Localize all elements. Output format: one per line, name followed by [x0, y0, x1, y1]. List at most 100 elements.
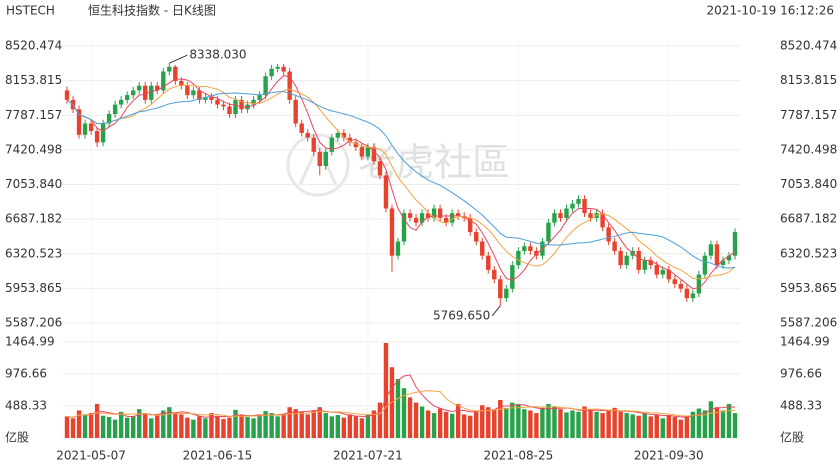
candle-body [112, 104, 118, 115]
x-tick-label: 2021-09-30 [634, 449, 704, 463]
y-tick-label-right: 1464.99 [780, 335, 830, 349]
volume-bar [696, 408, 702, 438]
volume-bar [564, 412, 569, 438]
volume-bar [257, 415, 262, 438]
volume-bar [498, 399, 503, 438]
volume-bar [64, 416, 70, 438]
volume-bar [233, 409, 238, 438]
volume-bar [293, 409, 298, 438]
candle-body [516, 250, 521, 266]
volume-bar [317, 407, 322, 438]
volume-bar [179, 414, 184, 438]
candle-body [131, 90, 136, 96]
volume-bar [377, 402, 383, 438]
candle-body [618, 250, 623, 266]
watermark-logo [286, 133, 350, 197]
candle-body [522, 246, 527, 251]
candle-body [468, 217, 473, 233]
volume-bar [419, 406, 425, 438]
candle-body [197, 90, 202, 100]
volume-bar [275, 416, 280, 438]
candle-body [395, 241, 401, 256]
y-tick-label-left: 亿股 [5, 430, 29, 445]
y-tick-label-right: 8153.815 [780, 73, 837, 87]
volume-bar [594, 411, 599, 438]
candle-body [696, 274, 702, 294]
volume-bar [666, 415, 671, 438]
volume-bar [311, 410, 316, 438]
candle-body [293, 99, 298, 124]
candle-body [209, 97, 214, 100]
candle-body [455, 213, 461, 217]
candle-body [660, 269, 665, 275]
candle-body [185, 85, 190, 96]
volume-bar [341, 417, 347, 438]
volume-bar [245, 417, 250, 438]
y-tick-label-left: 1464.99 [5, 335, 55, 349]
volume-bar [425, 410, 431, 438]
candle-body [654, 265, 659, 275]
candle-body [546, 222, 551, 242]
candle-body [167, 66, 172, 72]
candle-body [263, 76, 268, 96]
x-tick-label: 2021-06-15 [183, 449, 253, 463]
candle-body [365, 147, 371, 157]
volume-bar [203, 418, 208, 438]
volume-bar [251, 418, 256, 438]
candle-body [582, 199, 587, 214]
y-tick-label-right: 488.33 [780, 399, 822, 413]
y-tick-label-left: 7787.157 [5, 108, 62, 122]
candle-body [143, 85, 148, 100]
candle-body [377, 161, 383, 176]
volume-bar [413, 402, 419, 438]
candle-body [419, 213, 425, 223]
candle-body [443, 217, 449, 223]
volume-bar [299, 411, 304, 438]
volume-bar [732, 413, 738, 438]
candle-body [678, 284, 684, 289]
candle-body [401, 213, 407, 242]
volume-bar [690, 411, 696, 438]
volume-bar [474, 410, 479, 438]
volume-bar [468, 415, 473, 438]
volume-bar [660, 418, 665, 438]
volume-bar [516, 403, 521, 438]
x-tick-label: 2021-05-07 [56, 449, 126, 463]
chart-name: 恒生科技指数 - 日K线图 [88, 3, 216, 18]
volume-bar [365, 415, 371, 438]
volume-bar [329, 416, 334, 438]
volume-bar [239, 414, 244, 438]
candle-body [88, 123, 94, 132]
volume-bar [708, 401, 714, 438]
candle-body [624, 255, 629, 266]
volume-bar [347, 414, 353, 438]
candle-body [570, 203, 575, 209]
y-tick-label-left: 8153.815 [5, 73, 62, 87]
volume-bar [431, 413, 437, 438]
candle-body [702, 255, 708, 275]
volume-bar [546, 403, 551, 438]
candle-body [492, 269, 497, 280]
y-tick-label-right: 6320.523 [780, 246, 837, 260]
volume-bar [455, 403, 461, 438]
volume-bar [522, 409, 527, 438]
candle-body [137, 85, 142, 91]
candle-body [504, 288, 509, 299]
candle-body [600, 213, 605, 228]
candle-body [720, 260, 726, 266]
volume-bar [215, 415, 220, 438]
candle-body [64, 90, 70, 100]
candle-body [480, 241, 485, 256]
candle-body [648, 260, 653, 266]
y-tick-label-right: 7787.157 [780, 108, 837, 122]
candle-body [510, 265, 515, 289]
candle-body [275, 66, 280, 69]
volume-bar [672, 417, 678, 438]
candle-body [161, 71, 166, 91]
volume-bar [173, 412, 178, 438]
volume-bar [185, 417, 190, 438]
volume-bar [209, 413, 214, 438]
timestamp: 2021-10-19 16:12:26 [707, 4, 834, 18]
candle-body [612, 241, 617, 251]
